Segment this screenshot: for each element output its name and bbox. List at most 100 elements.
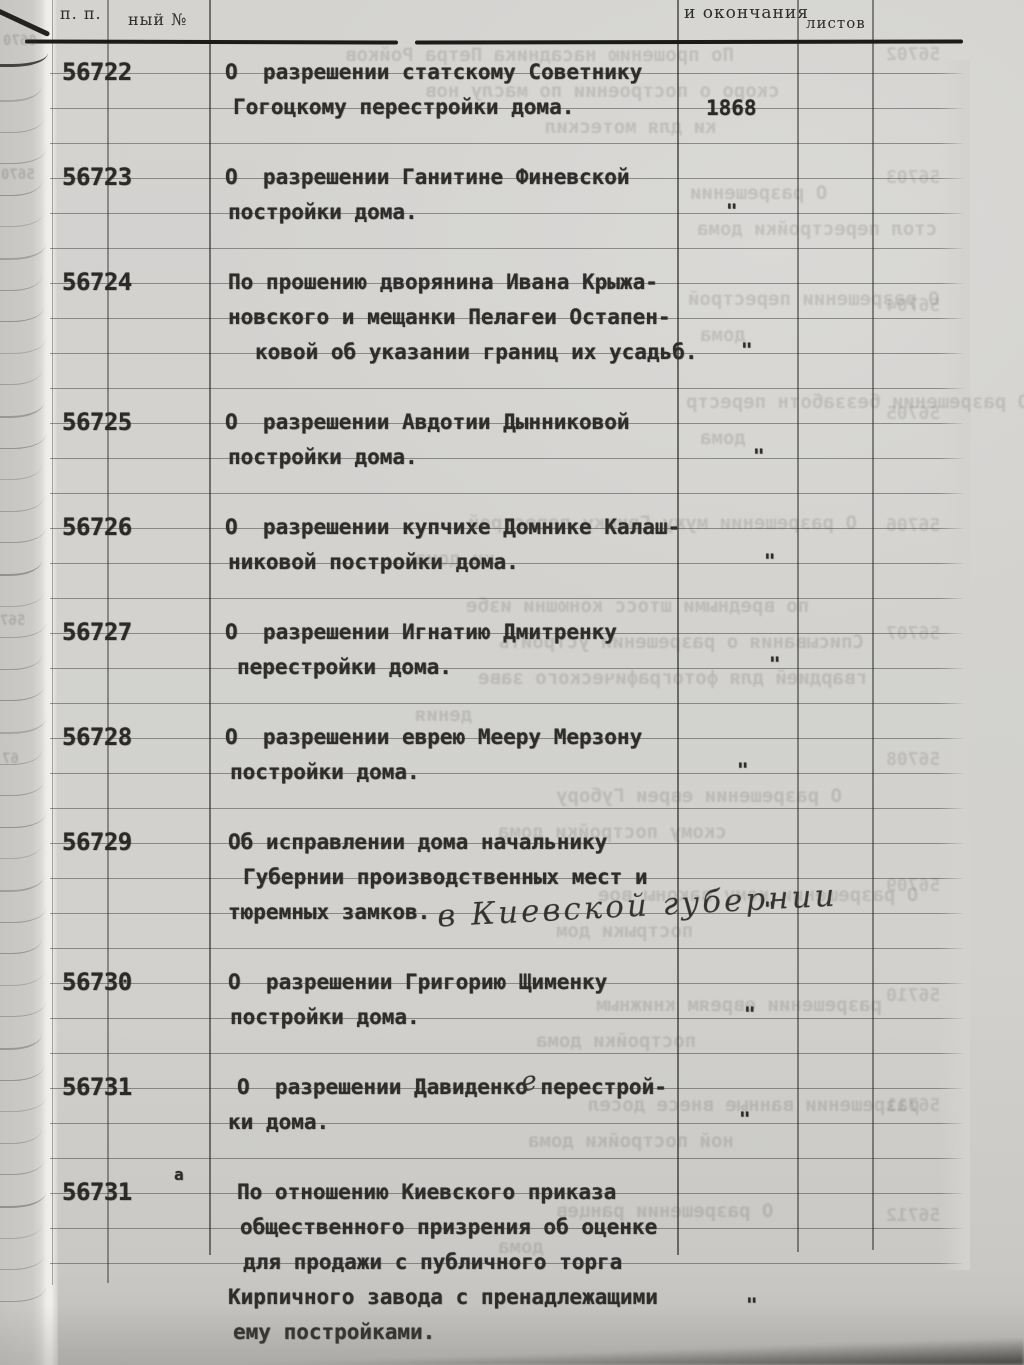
bleedthrough-number: 56706 [886, 515, 941, 536]
curl-line [0, 370, 42, 386]
column-header-sheets: листов [806, 14, 866, 32]
curl-line [0, 244, 46, 260]
bleedthrough-text: дения [415, 704, 473, 726]
bleedthrough-text: ки дома [415, 548, 496, 570]
entry-number: 56731 [62, 1178, 132, 1206]
entry-text-line: О разрешении Игнатию Дмитренку [225, 620, 617, 644]
entry-superscript: а [174, 1165, 184, 1184]
entry-number: 56726 [62, 513, 132, 541]
bleedthrough-text: О разрешении евреи Губору [556, 785, 842, 807]
ruled-lines [50, 72, 963, 1265]
bleedthrough-number: 56704 [886, 295, 941, 316]
curl-line [0, 307, 44, 323]
bleedthrough-text: пострыки дом [556, 920, 694, 942]
curl-line [0, 118, 44, 133]
bleedthrough-text: по вредными штосс конюшни избе [466, 595, 810, 617]
bleedthrough-number: 56708 [886, 749, 941, 770]
entry-number: 56727 [62, 618, 132, 646]
bleedthrough-text: разрешении ванные внесе досел [588, 1094, 920, 1116]
bleedthrough-text: дома [700, 427, 746, 449]
curl-line [0, 560, 42, 576]
curl-line [0, 1287, 46, 1302]
curl-line [0, 781, 44, 797]
column-header-end: и окончания [684, 3, 809, 23]
bleedthrough-number: 56703 [886, 167, 941, 188]
entry-text-line: О разрешении Григорию Щименку [228, 970, 608, 994]
entry-text-line: По отношению Киевского приказа [237, 1180, 617, 1204]
entry-ditto-mark: " [741, 339, 753, 361]
curl-top-line [0, 50, 48, 67]
bleedthrough-left-edge: 567 [0, 613, 26, 629]
curl-line [0, 149, 46, 165]
entry-ditto-mark: " [764, 898, 776, 920]
column-divider [677, 0, 679, 1255]
curl-line [0, 276, 42, 291]
entry-text-line: О разрешении Давиденко перестрой- [237, 1075, 667, 1099]
bleedthrough-text: ной постройки дома [528, 1130, 734, 1152]
curl-line [0, 939, 42, 955]
ruled-lines-fade [940, 60, 970, 1270]
bleedthrough-text: гвардией для фотографического заве [478, 667, 867, 689]
bleedthrough-text: По прошению насадника Петра Ройков [345, 44, 734, 66]
curl-line [0, 1097, 46, 1113]
entry-text-line: О разрешении купчихе Домнике Калаш- [225, 515, 681, 539]
entry-number: 56728 [62, 723, 132, 751]
entry-text-line: О разрешении Ганитине Финевской [225, 165, 630, 189]
entry-text-line: ки дома. [228, 1110, 330, 1134]
bleedthrough-number: 56710 [886, 985, 941, 1006]
bleedthrough-text: О разрешении кому ваконы вое [598, 884, 919, 906]
entry-year: 1868 [706, 96, 757, 120]
column-divider [107, 0, 109, 1283]
curl-line [0, 686, 44, 702]
curl-line [0, 1224, 42, 1239]
entry-text-line: Губернии производственных мест и [243, 865, 648, 889]
curl-line [0, 844, 42, 860]
entry-number: 56730 [62, 968, 132, 996]
curl-line [0, 1192, 46, 1208]
entry-number: 56731 [62, 1073, 132, 1101]
entry-text-line: новского и мещанки Пелагеи Остапен- [228, 305, 671, 329]
curl-line [0, 718, 46, 734]
curl-line [0, 402, 44, 418]
column-divider [797, 0, 799, 1252]
entry-text-line: ковой об указании границ их усадьб. [255, 340, 698, 364]
curl-line [0, 1002, 46, 1018]
curl-line [0, 1034, 42, 1050]
entry-text-line: Об исправлении дома начальнику [228, 830, 608, 854]
curl-line [0, 212, 44, 228]
entry-text-line: постройки дома. [228, 200, 418, 224]
bleedthrough-number: 56707 [886, 623, 941, 644]
bleedthrough-text: О разрешении ранцев [556, 1200, 774, 1222]
entry-text-line: тюремных замков. [228, 900, 431, 924]
entry-ditto-mark: " [744, 1003, 756, 1025]
entry-text-line: По прошению дворянина Ивана Крыжа- [228, 270, 658, 294]
bleedthrough-left-edge: 67 [2, 751, 19, 767]
bleedthrough-text: О разрешении [690, 182, 828, 204]
entry-ditto-mark: " [726, 200, 738, 222]
bleedthrough-number: 56711 [886, 1095, 941, 1116]
entry-text-line: для продажи с публичного торга [243, 1250, 623, 1274]
curl-line [0, 655, 42, 670]
curl-line [0, 908, 46, 923]
curl-line [0, 86, 42, 102]
curl-line [0, 592, 44, 607]
entry-number: 56729 [62, 828, 132, 856]
curl-line [0, 813, 46, 828]
curl-line [0, 1160, 44, 1176]
entry-number: 56723 [62, 163, 132, 191]
curl-line [0, 876, 44, 892]
entry-ditto-mark: " [764, 550, 776, 572]
entry-text-line: О разрешении Авдотии Дынниковой [225, 410, 630, 434]
curl-line [0, 1129, 42, 1144]
curl-line [0, 339, 46, 354]
entry-ditto-mark: " [739, 1108, 751, 1130]
entry-text-line: постройки дома. [228, 445, 418, 469]
bleedthrough-text: Списывания о разрешении устроить [498, 631, 865, 653]
bleedthrough-text: ки для мотескил [545, 116, 717, 138]
bleedthrough-text: О разрешении мужу Гришку перестрой [468, 512, 857, 534]
entry-text-line: постройки дома. [230, 760, 420, 784]
bleedthrough-left-edge: 0670 [3, 33, 37, 49]
entry-ditto-mark: " [737, 759, 749, 781]
entry-text-line: никовой постройки дома. [228, 550, 519, 574]
bleedthrough-text: стол перестройки дома [697, 218, 938, 240]
